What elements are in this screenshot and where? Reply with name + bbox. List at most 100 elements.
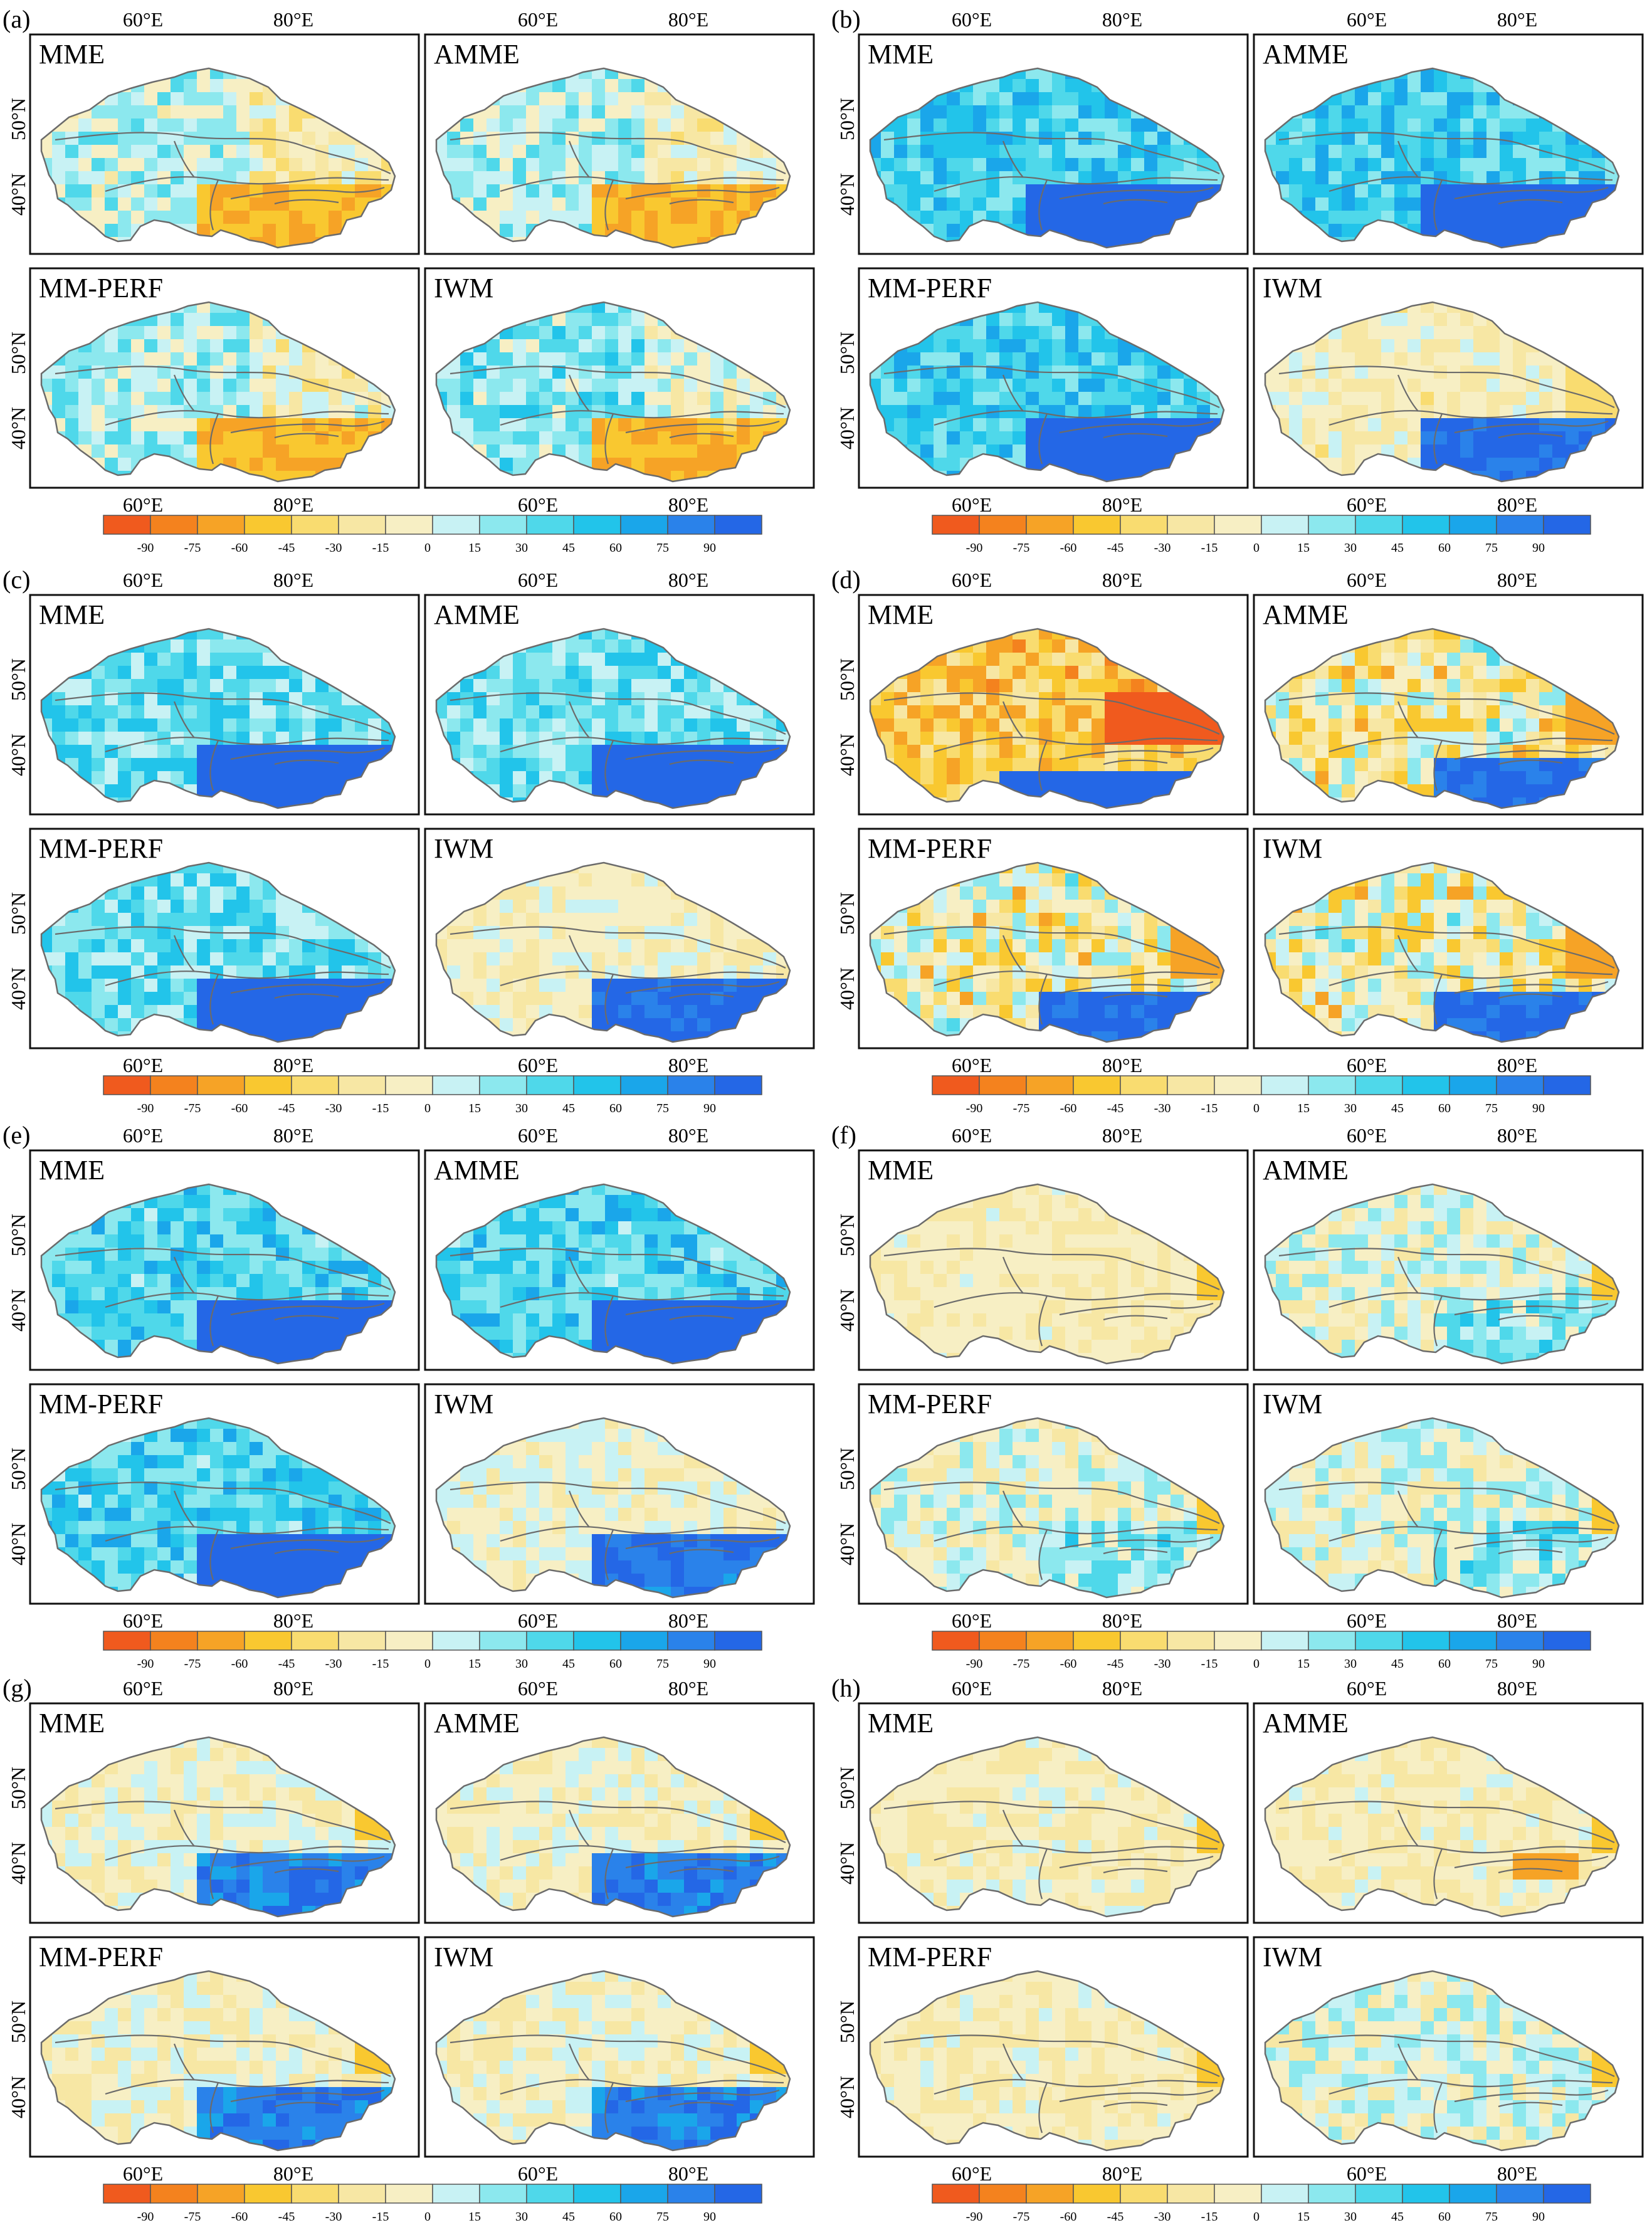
grid-cell (210, 92, 224, 106)
grid-cell (710, 458, 724, 471)
grid-cell (697, 132, 711, 145)
grid-cell (1486, 197, 1500, 211)
grid-cell (223, 873, 237, 887)
grid-cell (1105, 158, 1118, 172)
grid-cell (605, 705, 619, 719)
grid-cell (289, 379, 303, 392)
grid-cell (1592, 171, 1606, 185)
grid-cell (579, 105, 592, 119)
grid-cell (539, 92, 553, 106)
grid-cell (250, 900, 263, 913)
grid-cell (105, 732, 118, 745)
colorbar-swatch (150, 515, 198, 535)
grid-cell (487, 900, 500, 913)
grid-cell (552, 900, 566, 913)
grid-cell (197, 184, 211, 198)
grid-cell (236, 145, 250, 159)
grid-cell (65, 145, 79, 159)
grid-cell (289, 913, 303, 927)
grid-cell (579, 771, 592, 785)
grid-cell (1342, 105, 1355, 119)
grid-cell (250, 405, 263, 419)
grid-cell (1421, 352, 1434, 366)
grid-cell (1381, 326, 1395, 340)
grid-cell (1407, 197, 1421, 211)
grid-cell (1342, 326, 1355, 340)
grid-cell (144, 952, 158, 966)
grid-cell (920, 352, 934, 366)
grid-cell (1197, 405, 1211, 419)
grid-cell (1407, 79, 1421, 93)
grid-cell (1552, 132, 1566, 145)
grid-cell (1289, 184, 1303, 198)
colorbar-swatch (526, 515, 574, 535)
grid-cell (658, 339, 671, 353)
grid-cell (1513, 118, 1527, 132)
grid-cell (1026, 379, 1039, 392)
grid-cell (1368, 418, 1382, 432)
grid-cell (1381, 92, 1395, 106)
grid-cell (631, 171, 645, 185)
grid-cell (276, 1005, 290, 1019)
grid-cell (184, 926, 197, 940)
grid-cell (144, 692, 158, 706)
grid-cell (157, 952, 171, 966)
grid-cell (723, 444, 737, 458)
grid-cell (1421, 197, 1434, 211)
grid-cell (197, 105, 211, 119)
grid-cell (1078, 92, 1092, 106)
grid-cell (157, 418, 171, 432)
lat-tick-label: 40°N (7, 173, 29, 216)
grid-cell (737, 431, 750, 445)
grid-cell (302, 366, 316, 379)
grid-cell (1065, 171, 1079, 185)
basin-boundary (1397, 140, 1419, 178)
grid-cell (184, 666, 197, 680)
grid-cell (184, 339, 197, 353)
grid-cell (644, 392, 658, 406)
grid-cell (1355, 145, 1369, 159)
grid-cell (315, 444, 329, 458)
grid-cell (1421, 379, 1434, 392)
grid-cell (92, 771, 105, 785)
grid-cell (92, 418, 105, 432)
grid-cell (881, 145, 895, 159)
grid-cell (1513, 145, 1527, 159)
grid-cell (1026, 92, 1039, 106)
grid-cell (737, 392, 750, 406)
grid-cell (723, 718, 737, 732)
grid-cell (250, 184, 263, 198)
grid-cell (1197, 418, 1211, 432)
grid-cell (1184, 145, 1197, 159)
grid-cell (881, 392, 895, 406)
grid-cell (92, 405, 105, 419)
basin-boundary (625, 420, 780, 434)
grid-cell (1368, 197, 1382, 211)
grid-cell (223, 418, 237, 432)
grid-cell (473, 197, 487, 211)
grid-cell (1184, 184, 1197, 198)
grid-cell (1447, 392, 1461, 406)
grid-cell (473, 705, 487, 719)
grid-cell (263, 784, 276, 798)
grid-cell (157, 118, 171, 132)
grid-cell (144, 992, 158, 1006)
grid-cell (263, 379, 276, 392)
grid-cell (1105, 366, 1118, 379)
grid-cell (579, 171, 592, 185)
grid-cell (236, 952, 250, 966)
grid-cell (1157, 392, 1171, 406)
grid-cell (105, 418, 118, 432)
grid-cell (1407, 184, 1421, 198)
grid-cell (1381, 366, 1395, 379)
grid-cell (236, 1018, 250, 1032)
grid-cell (671, 352, 685, 366)
basin-boundary (934, 410, 1218, 426)
grid-cell (65, 952, 79, 966)
grid-cell (487, 705, 500, 719)
grid-cell (737, 184, 750, 198)
grid-cell (1039, 92, 1053, 106)
grid-cell (157, 745, 171, 759)
grid-cell (1078, 458, 1092, 471)
grid-cell (526, 339, 540, 353)
